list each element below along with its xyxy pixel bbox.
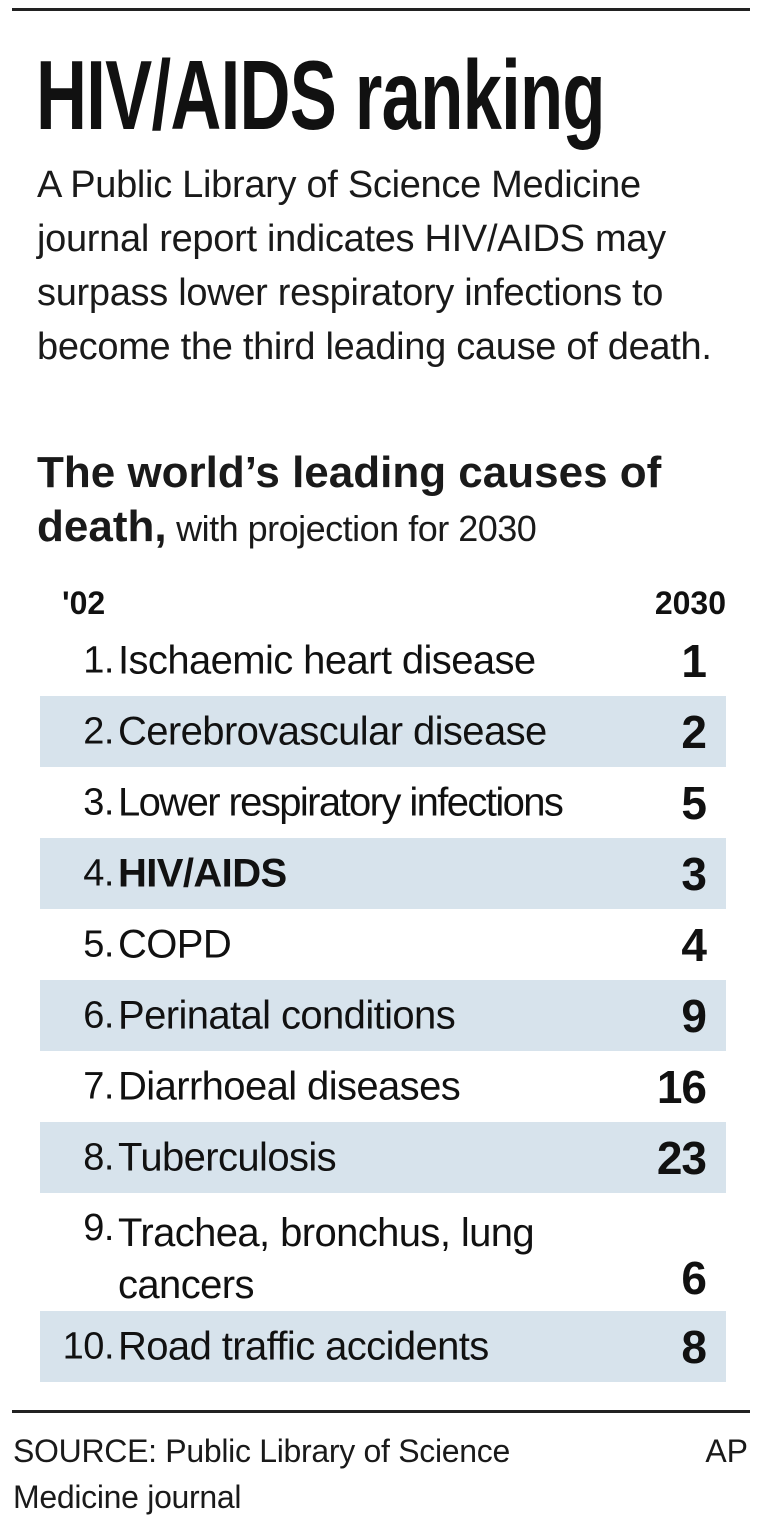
subheading-light: with projection for 2030 bbox=[166, 508, 537, 549]
cause-name: Cerebrovascular disease bbox=[118, 709, 547, 753]
source-note: SOURCE: Public Library of Science Medici… bbox=[13, 1433, 510, 1515]
bottom-rule bbox=[12, 1410, 750, 1413]
rank-2030: 23 bbox=[656, 1131, 707, 1184]
cause-name: Road traffic accidents bbox=[118, 1324, 489, 1368]
subheading-bold: The world’s leading causes of death, bbox=[37, 448, 662, 551]
table-row: 10. Road traffic accidents 8 bbox=[40, 1311, 726, 1382]
cause-name: Diarrhoeal diseases bbox=[118, 1064, 461, 1108]
rank-2030: 3 bbox=[681, 847, 707, 900]
table-row: 6. Perinatal conditions 9 bbox=[40, 980, 726, 1051]
rank-2030: 16 bbox=[656, 1060, 707, 1113]
rank-2002: 2. bbox=[83, 710, 114, 752]
table-row: 4. HIV/AIDS 3 bbox=[40, 838, 726, 909]
rank-2002: 6. bbox=[83, 994, 114, 1036]
rank-2030: 4 bbox=[681, 918, 707, 971]
rank-2002: 9. bbox=[83, 1207, 114, 1249]
table-row: 1. Ischaemic heart disease 1 bbox=[40, 625, 726, 696]
rank-2002: 1. bbox=[83, 639, 114, 681]
column-header-2030: 2030 bbox=[654, 585, 726, 621]
rank-2030: 6 bbox=[681, 1252, 707, 1304]
rank-2002: 3. bbox=[83, 781, 114, 823]
intro-text: A Public Library of Science Medicine jou… bbox=[37, 164, 712, 368]
rank-2002: 7. bbox=[83, 1065, 114, 1107]
cause-name: HIV/AIDS bbox=[118, 851, 287, 895]
column-header-2002: '02 bbox=[62, 585, 106, 621]
cause-name: Tuberculosis bbox=[118, 1135, 337, 1179]
table-row: 9. Trachea, bronchus, lung cancers 6 bbox=[40, 1193, 726, 1311]
rank-2002: 4. bbox=[83, 852, 114, 894]
cause-name: Ischaemic heart disease bbox=[118, 638, 536, 682]
top-rule bbox=[12, 8, 750, 11]
table-subheading: The world’s leading causes of death, wit… bbox=[37, 446, 737, 556]
cause-name: Trachea, bronchus, lung cancers bbox=[118, 1211, 535, 1307]
table-row: 2. Cerebrovascular disease 2 bbox=[40, 696, 726, 767]
table-row: 7. Diarrhoeal diseases 16 bbox=[40, 1051, 726, 1122]
cause-name: Lower respiratory infections bbox=[118, 780, 564, 824]
table-row: 8. Tuberculosis 23 bbox=[40, 1122, 726, 1193]
rank-2002: 5. bbox=[83, 923, 114, 965]
rank-2030: 1 bbox=[681, 634, 707, 687]
cause-name: Perinatal conditions bbox=[118, 993, 456, 1037]
rank-2030: 5 bbox=[681, 776, 707, 829]
rank-2030: 9 bbox=[681, 989, 707, 1042]
rank-2030: 2 bbox=[681, 705, 707, 758]
table-row: 3. Lower respiratory infections 5 bbox=[40, 767, 726, 838]
table-row: 5. COPD 4 bbox=[40, 909, 726, 980]
rank-2030: 8 bbox=[681, 1320, 707, 1373]
rank-2002: 10. bbox=[62, 1325, 115, 1367]
credit-line: AP bbox=[705, 1433, 748, 1469]
causes-table: 1. Ischaemic heart disease 1 2. Cerebrov… bbox=[40, 625, 726, 1382]
graphic-title: HIV/AIDS ranking bbox=[36, 40, 605, 150]
cause-name: COPD bbox=[118, 922, 232, 966]
rank-2002: 8. bbox=[83, 1136, 114, 1178]
